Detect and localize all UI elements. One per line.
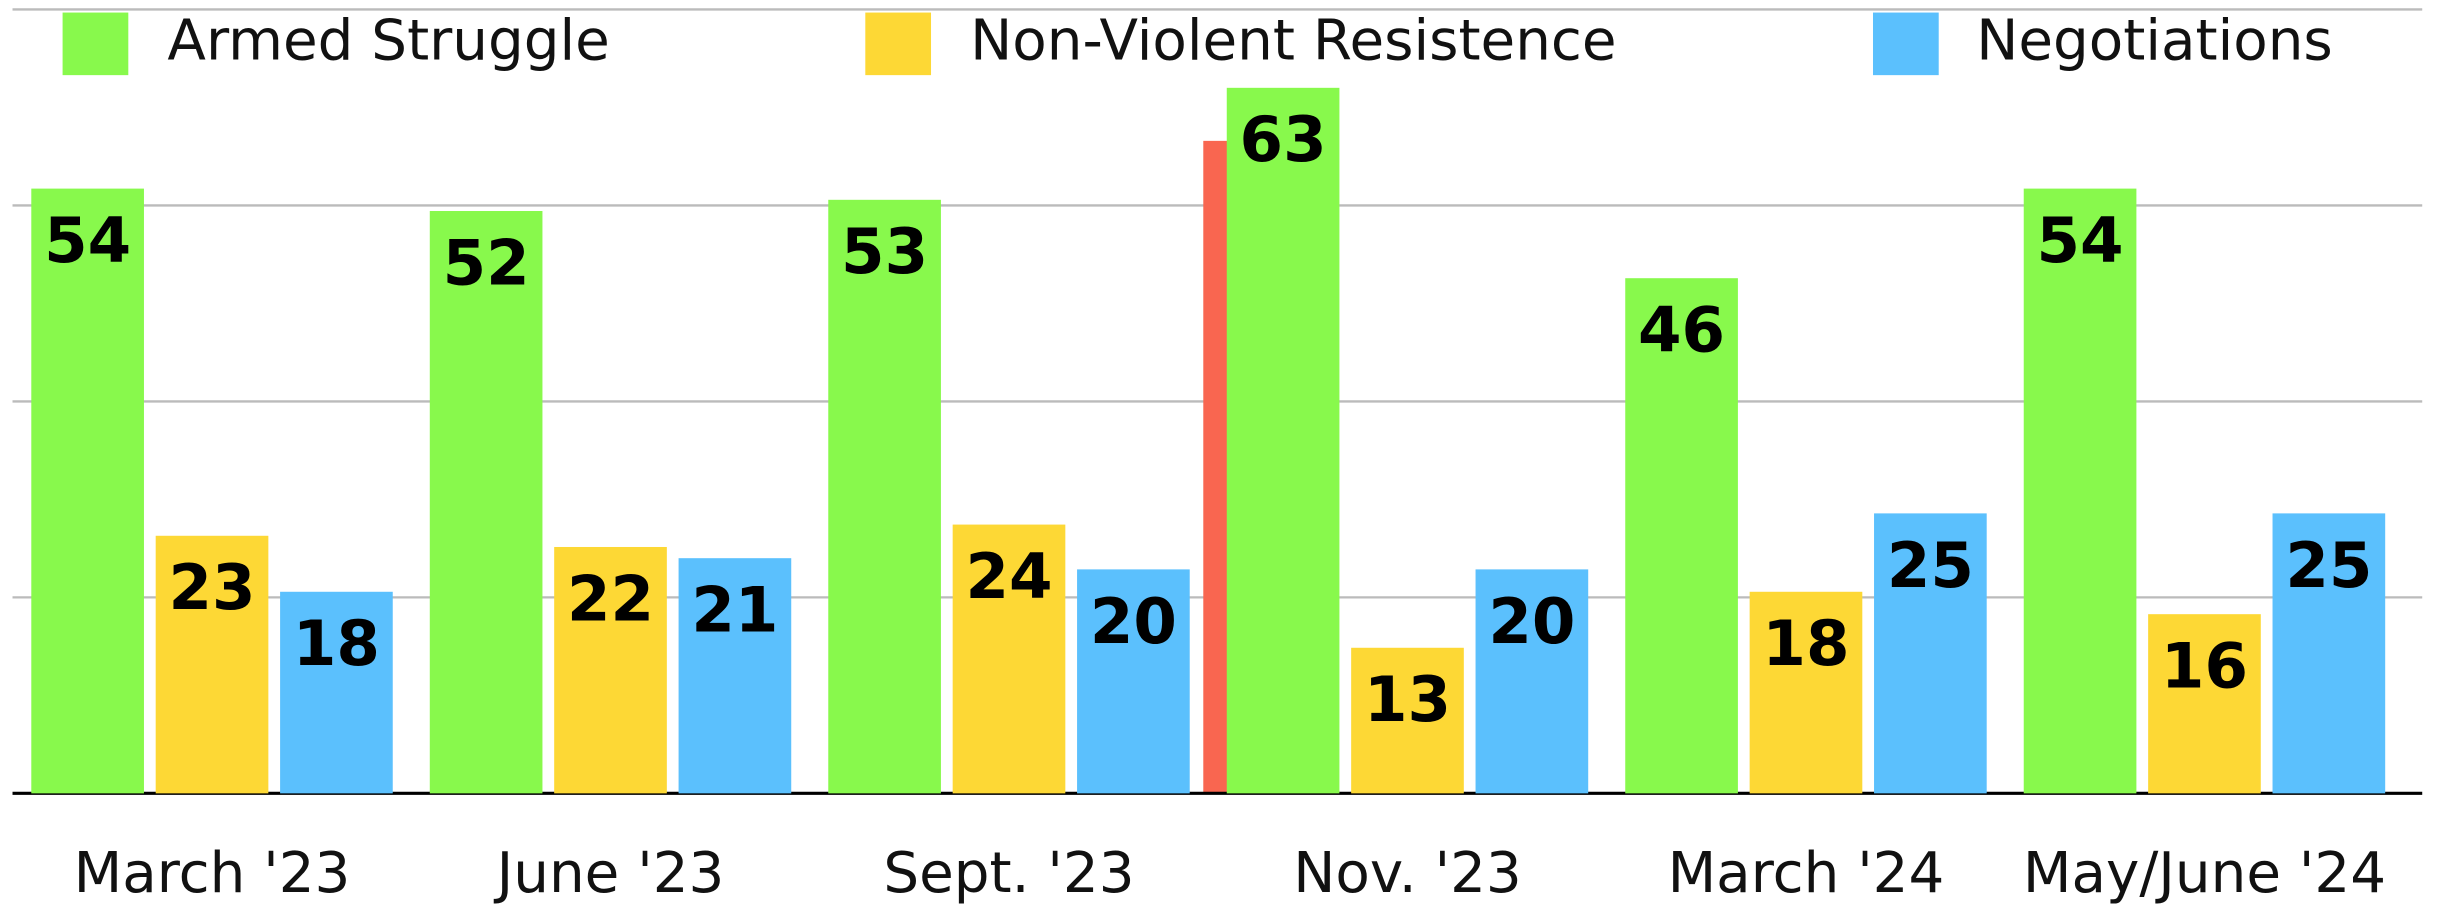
bar bbox=[1226, 87, 1340, 794]
bar bbox=[2148, 614, 2261, 794]
value-label: 53 bbox=[841, 215, 928, 288]
bar bbox=[952, 524, 1066, 794]
bar bbox=[2272, 513, 2386, 794]
bar bbox=[429, 211, 543, 794]
legend-label: Armed Struggle bbox=[167, 8, 609, 73]
value-label: 25 bbox=[2285, 529, 2372, 602]
value-label: 24 bbox=[965, 540, 1052, 613]
x-tick-label: March '23 bbox=[74, 841, 351, 906]
bar bbox=[1475, 569, 1589, 794]
x-tick-label: March '24 bbox=[1668, 841, 1945, 906]
bar bbox=[1077, 569, 1190, 794]
x-tick-label: Sept. '23 bbox=[883, 841, 1134, 906]
value-label: 54 bbox=[2037, 204, 2124, 277]
legend-swatch bbox=[865, 12, 932, 76]
value-label: 52 bbox=[443, 226, 530, 299]
bar bbox=[1351, 647, 1464, 794]
legend-swatch bbox=[62, 12, 129, 76]
value-label: 18 bbox=[293, 607, 380, 680]
value-label: 20 bbox=[1488, 585, 1575, 658]
bar bbox=[31, 188, 144, 794]
bar bbox=[678, 558, 792, 794]
x-tick-label: Nov. '23 bbox=[1293, 841, 1522, 906]
bar bbox=[1625, 278, 1738, 794]
value-label: 13 bbox=[1364, 663, 1451, 736]
legend-label: Non-Violent Resistence bbox=[970, 8, 1616, 73]
bar bbox=[155, 535, 269, 794]
value-label: 25 bbox=[1887, 529, 1974, 602]
bar bbox=[1749, 591, 1863, 794]
bar bbox=[828, 199, 941, 794]
value-label: 46 bbox=[1638, 294, 1725, 367]
value-label: 23 bbox=[168, 551, 255, 624]
legend-label: Negotiations bbox=[1976, 8, 2333, 73]
bar bbox=[554, 546, 667, 794]
value-label: 22 bbox=[567, 562, 654, 635]
value-label: 63 bbox=[1240, 103, 1327, 176]
bar bbox=[2023, 188, 2137, 794]
value-label: 21 bbox=[691, 574, 778, 647]
value-label: 20 bbox=[1090, 585, 1177, 658]
value-label: 54 bbox=[44, 204, 131, 277]
bar bbox=[1874, 513, 1987, 794]
legend-swatch bbox=[1872, 12, 1939, 76]
bar bbox=[280, 591, 393, 794]
value-label: 18 bbox=[1762, 607, 1849, 680]
value-label: 16 bbox=[2161, 630, 2248, 703]
x-tick-label: June '23 bbox=[494, 841, 725, 906]
x-tick-label: May/June '24 bbox=[2023, 841, 2386, 906]
